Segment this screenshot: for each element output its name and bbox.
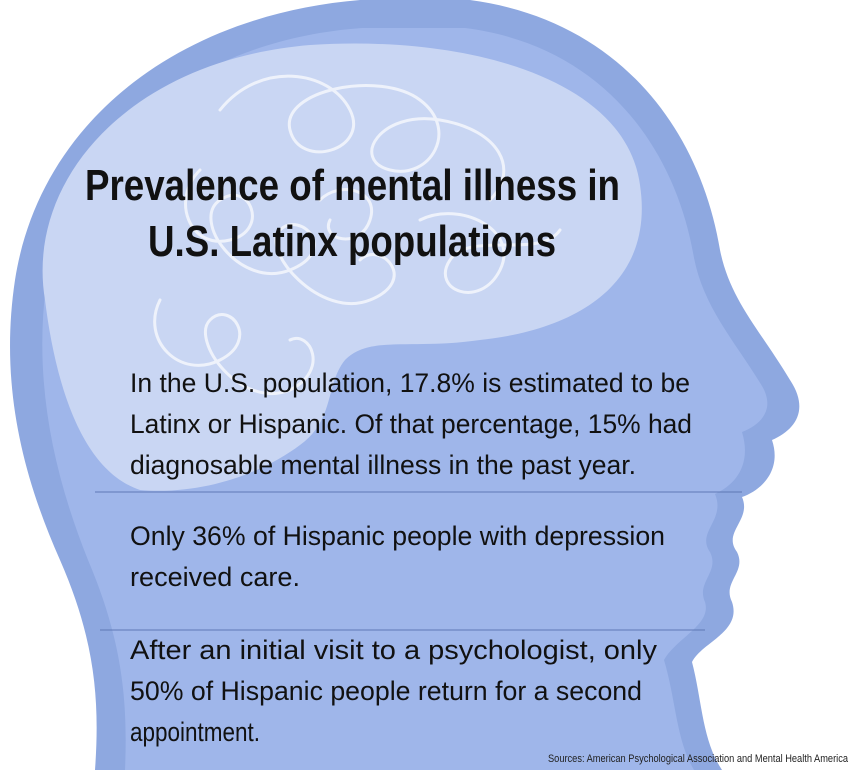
fact-line: Latinx or Hispanic. Of that percentage, … [130, 409, 692, 439]
fact-line: After an initial visit to a psychologist… [130, 635, 658, 665]
fact-line: Only 36% of Hispanic people with depress… [130, 521, 665, 551]
fact-line: received care. [130, 562, 300, 592]
fact-line: appointment. [130, 717, 260, 747]
fact-line: In the U.S. population, 17.8% is estimat… [130, 368, 690, 398]
brain-squiggles [153, 74, 562, 395]
fact-line: 50% of Hispanic people return for a seco… [130, 676, 642, 706]
brain [42, 43, 642, 491]
title-line: U.S. Latinx populations [148, 217, 556, 266]
fact-line: diagnosable mental illness in the past y… [130, 450, 636, 480]
title-line: Prevalence of mental illness in [85, 161, 620, 210]
source: Sources: American Psychological Associat… [548, 753, 849, 765]
